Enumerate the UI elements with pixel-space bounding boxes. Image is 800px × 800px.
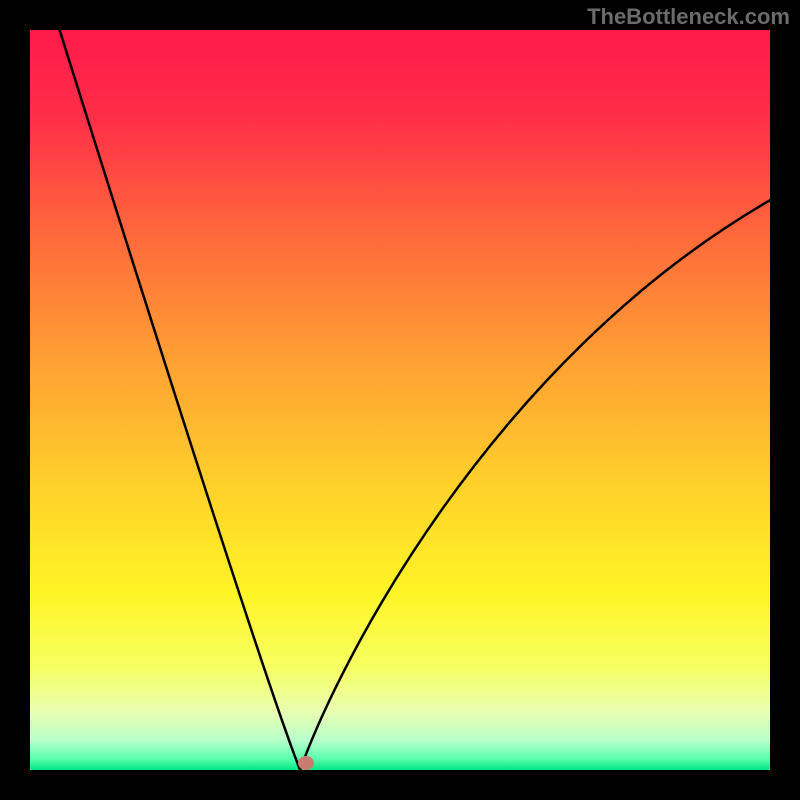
bottleneck-curve xyxy=(60,30,770,770)
optimum-marker xyxy=(298,756,314,770)
chart-container: TheBottleneck.com xyxy=(0,0,800,800)
curve-svg xyxy=(30,30,770,770)
plot-area xyxy=(30,30,770,770)
watermark-text: TheBottleneck.com xyxy=(587,4,790,30)
